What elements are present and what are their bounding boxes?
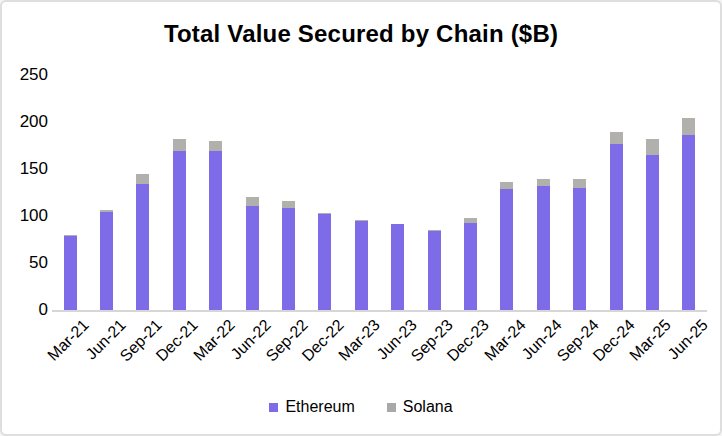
bar-mar-21 bbox=[64, 235, 77, 310]
y-tick-label: 100 bbox=[6, 206, 48, 226]
bar-segment-solana-mar-22 bbox=[209, 141, 222, 151]
bar-jun-24 bbox=[537, 179, 550, 310]
bar-segment-ethereum-jun-22 bbox=[246, 206, 259, 310]
bar-segment-ethereum-dec-24 bbox=[610, 144, 623, 310]
bar-mar-23 bbox=[355, 220, 368, 310]
plot-area bbox=[52, 75, 707, 312]
bar-segment-ethereum-mar-21 bbox=[64, 236, 77, 310]
bar-segment-solana-mar-25 bbox=[646, 139, 659, 155]
y-tick-label: 150 bbox=[6, 159, 48, 179]
bar-segment-solana-jun-25 bbox=[682, 118, 695, 135]
y-tick-label: 50 bbox=[6, 253, 48, 273]
legend-label-ethereum: Ethereum bbox=[285, 398, 354, 416]
bar-sep-23 bbox=[428, 230, 441, 310]
bar-segment-ethereum-jun-24 bbox=[537, 186, 550, 310]
bar-segment-ethereum-sep-22 bbox=[282, 208, 295, 310]
bar-segment-ethereum-dec-21 bbox=[173, 151, 186, 310]
legend: Ethereum Solana bbox=[2, 398, 720, 416]
legend-label-solana: Solana bbox=[403, 398, 453, 416]
legend-swatch-ethereum-icon bbox=[269, 403, 278, 412]
bar-segment-ethereum-sep-23 bbox=[428, 231, 441, 310]
bar-sep-22 bbox=[282, 201, 295, 310]
bar-dec-23 bbox=[464, 218, 477, 310]
y-tick-label: 0 bbox=[6, 300, 48, 320]
bar-jun-22 bbox=[246, 197, 259, 310]
bar-segment-solana-sep-21 bbox=[136, 174, 149, 184]
bar-segment-ethereum-jun-25 bbox=[682, 135, 695, 310]
bar-segment-solana-sep-24 bbox=[573, 179, 586, 187]
bar-mar-22 bbox=[209, 141, 222, 310]
bar-segment-ethereum-mar-23 bbox=[355, 221, 368, 310]
chart-card: Total Value Secured by Chain ($B) 050100… bbox=[0, 0, 722, 436]
bar-segment-solana-sep-22 bbox=[282, 201, 295, 209]
bar-segment-solana-jun-22 bbox=[246, 197, 259, 205]
bar-segment-ethereum-jun-21 bbox=[100, 212, 113, 310]
bar-segment-solana-mar-24 bbox=[500, 182, 513, 189]
bar-segment-solana-jun-24 bbox=[537, 179, 550, 186]
bar-segment-ethereum-sep-24 bbox=[573, 188, 586, 310]
y-tick-label: 200 bbox=[6, 112, 48, 132]
bar-mar-24 bbox=[500, 182, 513, 310]
bar-dec-24 bbox=[610, 132, 623, 310]
bar-sep-24 bbox=[573, 179, 586, 310]
y-tick-label: 250 bbox=[6, 65, 48, 85]
bar-segment-solana-dec-21 bbox=[173, 139, 186, 151]
bar-jun-23 bbox=[391, 224, 404, 310]
bar-jun-21 bbox=[100, 210, 113, 310]
bar-segment-ethereum-sep-21 bbox=[136, 184, 149, 310]
bar-jun-25 bbox=[682, 118, 695, 310]
bar-segment-ethereum-dec-22 bbox=[318, 214, 331, 310]
bar-dec-22 bbox=[318, 213, 331, 310]
bar-dec-21 bbox=[173, 139, 186, 310]
bar-mar-25 bbox=[646, 139, 659, 310]
bar-segment-ethereum-dec-23 bbox=[464, 223, 477, 310]
legend-item-solana: Solana bbox=[387, 398, 453, 416]
bar-sep-21 bbox=[136, 174, 149, 310]
legend-swatch-solana-icon bbox=[387, 403, 396, 412]
bar-segment-solana-dec-24 bbox=[610, 132, 623, 143]
bar-segment-ethereum-jun-23 bbox=[391, 224, 404, 310]
legend-item-ethereum: Ethereum bbox=[269, 398, 354, 416]
bar-segment-ethereum-mar-22 bbox=[209, 151, 222, 310]
bar-segment-ethereum-mar-24 bbox=[500, 189, 513, 310]
bar-segment-ethereum-mar-25 bbox=[646, 155, 659, 310]
